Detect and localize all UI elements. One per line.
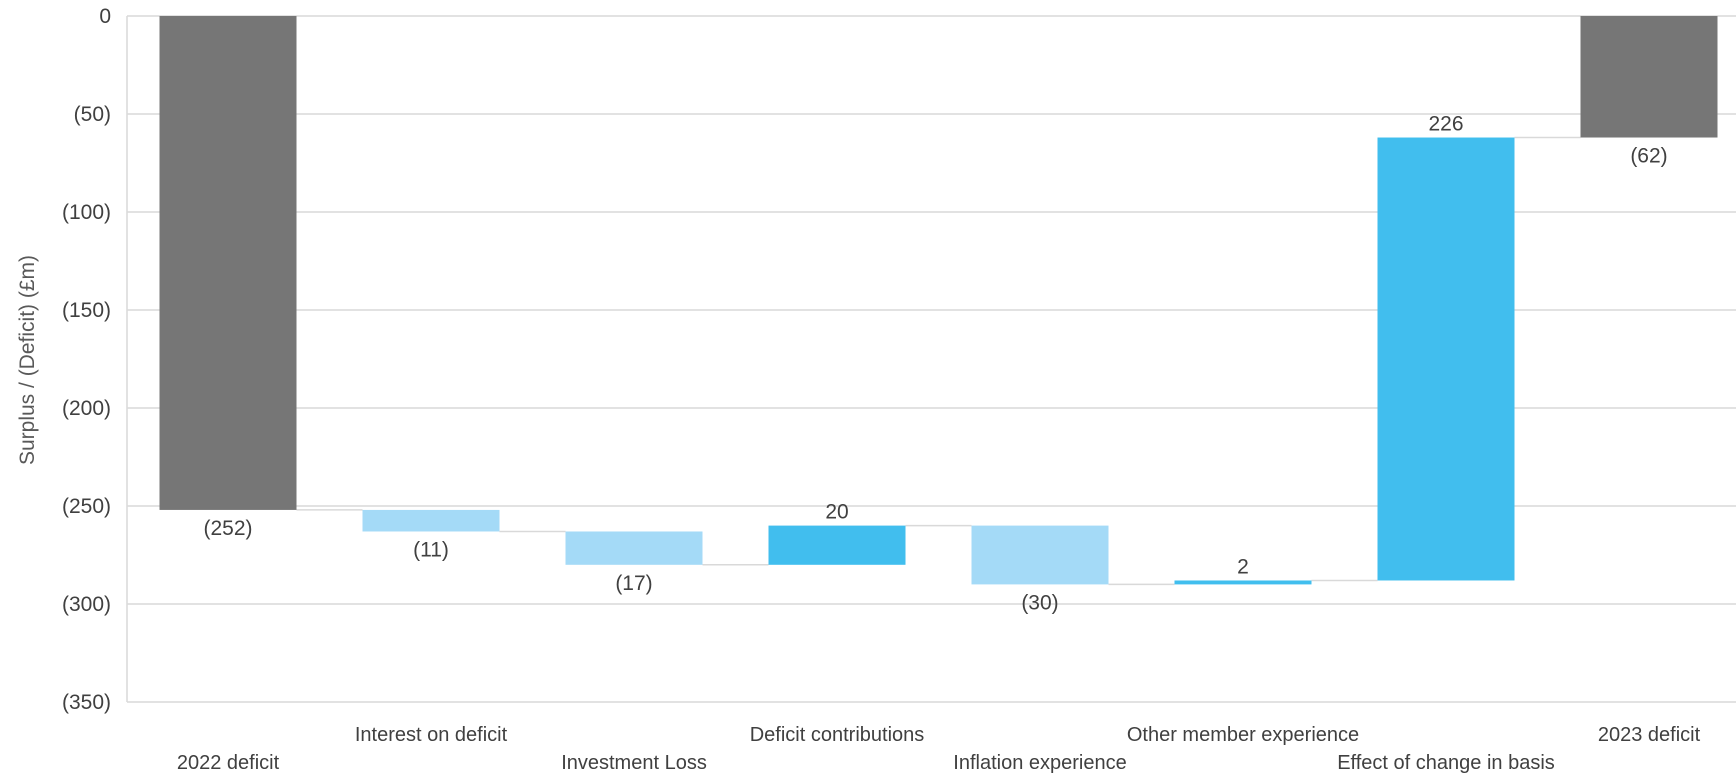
bar xyxy=(565,531,703,565)
data-label: 20 xyxy=(825,501,848,524)
y-tick-label: (200) xyxy=(62,397,111,420)
connector-lines xyxy=(296,136,1581,586)
bar xyxy=(1377,137,1515,581)
x-category-label: 2023 deficit xyxy=(1598,724,1701,746)
bar xyxy=(1174,580,1312,585)
data-label: 226 xyxy=(1428,113,1463,136)
y-axis-title: Surplus / (Deficit) (£m) xyxy=(16,255,39,465)
x-category-label: Interest on deficit xyxy=(355,724,508,746)
y-tick-label: (100) xyxy=(62,201,111,224)
y-tick-label: (300) xyxy=(62,593,111,616)
x-category-label: Investment Loss xyxy=(561,752,707,774)
data-labels: (252) (11) (17) 20 (30) 2 226 (62) xyxy=(203,113,1667,615)
data-label: 2 xyxy=(1237,555,1249,578)
bar xyxy=(159,16,297,510)
y-axis-ticks: 0 (50) (100) (150) (200) (250) (300) (350) xyxy=(62,5,111,714)
y-tick-label: (50) xyxy=(74,103,111,126)
x-category-label: Effect of change in basis xyxy=(1337,752,1555,774)
bar xyxy=(362,509,500,532)
data-label: (252) xyxy=(203,517,252,540)
bar xyxy=(1580,16,1718,138)
y-tick-label: (250) xyxy=(62,495,111,518)
bars xyxy=(159,16,1718,585)
y-tick-label: (150) xyxy=(62,299,111,322)
bar xyxy=(768,525,906,565)
data-label: (11) xyxy=(413,538,449,561)
x-category-label: 2022 deficit xyxy=(177,752,280,774)
x-category-label: Other member experience xyxy=(1127,724,1359,746)
gridlines xyxy=(126,15,1736,703)
x-category-label: Deficit contributions xyxy=(750,724,925,746)
y-tick-label: 0 xyxy=(99,5,111,28)
bar xyxy=(971,525,1109,585)
y-tick-label: (350) xyxy=(62,691,111,714)
x-category-label: Inflation experience xyxy=(953,752,1126,774)
data-label: (30) xyxy=(1021,591,1058,614)
data-label: (17) xyxy=(615,572,652,595)
x-axis-categories: 2022 deficit Interest on deficit Investmen… xyxy=(177,724,1701,774)
data-label: (62) xyxy=(1630,145,1667,168)
